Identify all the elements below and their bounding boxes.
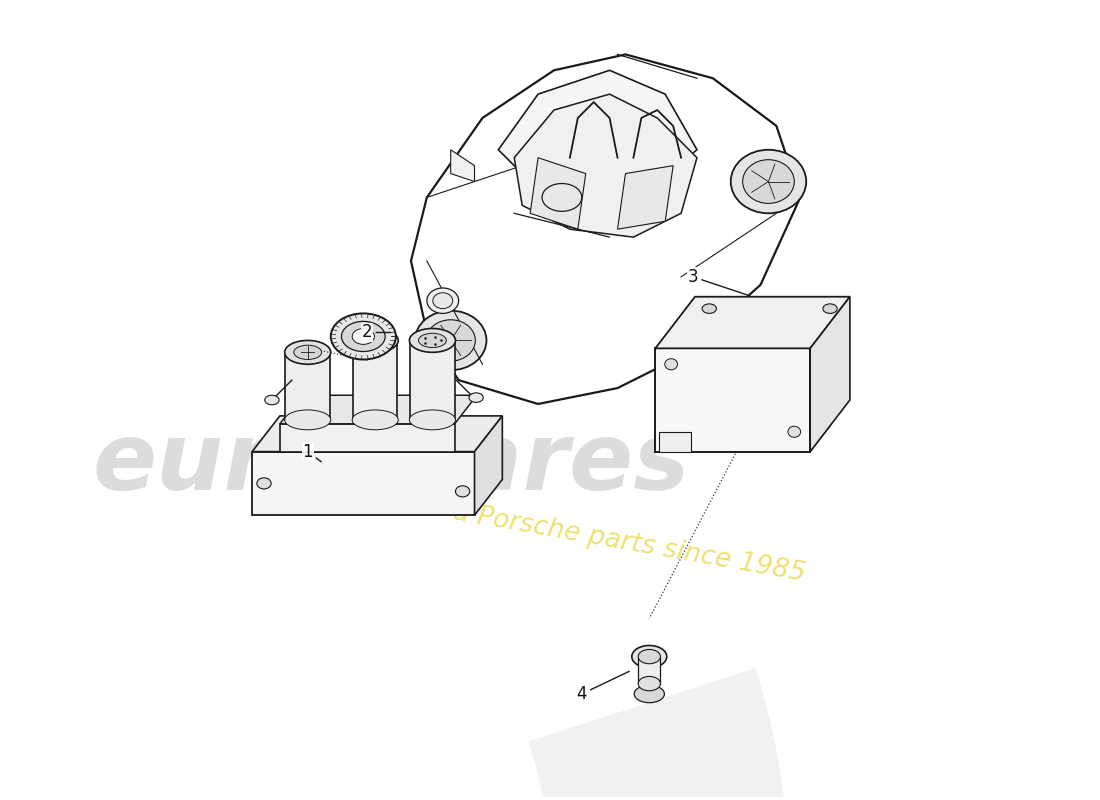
Polygon shape — [530, 158, 585, 229]
Ellipse shape — [415, 310, 486, 370]
Ellipse shape — [341, 322, 385, 351]
Ellipse shape — [331, 314, 396, 359]
Polygon shape — [252, 416, 503, 452]
Ellipse shape — [788, 426, 801, 438]
Text: 1: 1 — [302, 442, 321, 462]
Polygon shape — [656, 297, 850, 348]
Ellipse shape — [257, 478, 272, 489]
Polygon shape — [0, 668, 789, 800]
Polygon shape — [617, 166, 673, 229]
Polygon shape — [252, 452, 474, 515]
Ellipse shape — [294, 345, 321, 359]
Ellipse shape — [418, 334, 447, 347]
Ellipse shape — [361, 334, 389, 347]
Text: eurospares: eurospares — [92, 418, 690, 510]
Polygon shape — [474, 416, 503, 515]
Polygon shape — [353, 341, 397, 420]
Polygon shape — [638, 657, 660, 684]
Polygon shape — [410, 341, 454, 420]
Ellipse shape — [631, 646, 667, 668]
Ellipse shape — [409, 329, 455, 352]
Text: a Porsche parts since 1985: a Porsche parts since 1985 — [451, 499, 807, 587]
Ellipse shape — [285, 410, 331, 430]
Ellipse shape — [352, 329, 374, 344]
Polygon shape — [811, 297, 850, 452]
Polygon shape — [286, 352, 330, 420]
Ellipse shape — [823, 304, 837, 314]
Ellipse shape — [638, 677, 660, 690]
Ellipse shape — [352, 410, 398, 430]
Ellipse shape — [742, 160, 794, 203]
Ellipse shape — [664, 358, 678, 370]
Ellipse shape — [635, 686, 664, 702]
Ellipse shape — [469, 393, 483, 402]
Text: 4: 4 — [576, 671, 629, 703]
Polygon shape — [515, 94, 697, 237]
Ellipse shape — [432, 293, 453, 309]
Ellipse shape — [702, 304, 716, 314]
Polygon shape — [279, 424, 454, 452]
Polygon shape — [659, 432, 691, 452]
Polygon shape — [656, 426, 830, 452]
Ellipse shape — [427, 288, 459, 314]
Ellipse shape — [265, 395, 279, 405]
Text: 3: 3 — [688, 268, 750, 296]
Ellipse shape — [285, 341, 331, 364]
Polygon shape — [656, 348, 811, 452]
Polygon shape — [279, 395, 477, 424]
Polygon shape — [498, 70, 697, 206]
Polygon shape — [451, 150, 474, 182]
Ellipse shape — [352, 329, 398, 352]
Ellipse shape — [638, 650, 660, 664]
Polygon shape — [411, 54, 801, 404]
Ellipse shape — [426, 320, 475, 361]
Text: 2: 2 — [362, 323, 390, 342]
Ellipse shape — [455, 486, 470, 497]
Ellipse shape — [730, 150, 806, 214]
Ellipse shape — [409, 410, 455, 430]
